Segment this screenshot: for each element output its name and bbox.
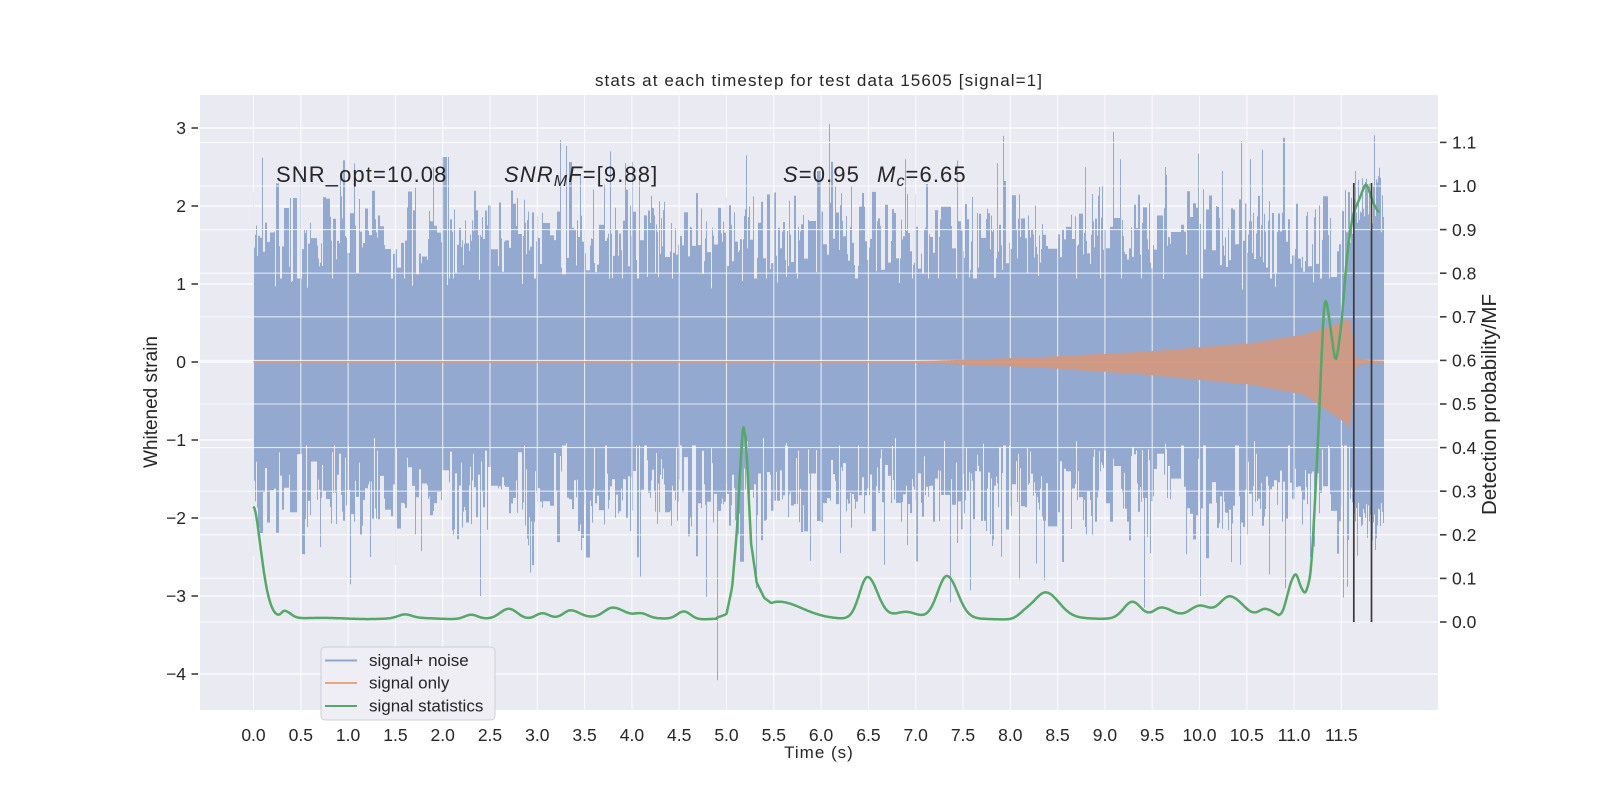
svg-text:8.5: 8.5 [1045,725,1069,745]
svg-text:1.0: 1.0 [336,725,361,745]
svg-text:0.5: 0.5 [289,725,313,745]
svg-text:Detection probability/MF: Detection probability/MF [1478,294,1501,515]
svg-text:2.5: 2.5 [478,725,502,745]
svg-text:0: 0 [176,352,186,372]
svg-text:0.7: 0.7 [1452,307,1476,327]
svg-text:0.2: 0.2 [1452,525,1476,545]
svg-text:2: 2 [176,196,186,216]
svg-text:Mc=6.65: Mc=6.65 [877,162,967,190]
svg-text:6.5: 6.5 [856,725,880,745]
svg-text:7.5: 7.5 [951,725,975,745]
svg-text:signal+ noise: signal+ noise [369,651,469,670]
svg-text:S=0.95: S=0.95 [783,162,860,187]
svg-text:0.0: 0.0 [1452,612,1477,632]
svg-text:Whitened strain: Whitened strain [141,336,162,468]
svg-text:11.0: 11.0 [1278,725,1311,745]
svg-text:Time (s): Time (s) [784,743,854,762]
svg-text:0.5: 0.5 [1452,394,1476,414]
svg-text:5.0: 5.0 [714,725,739,745]
svg-text:3.5: 3.5 [572,725,596,745]
svg-text:3: 3 [176,118,186,138]
svg-text:SNR_opt=10.08: SNR_opt=10.08 [276,162,447,187]
svg-text:8.0: 8.0 [998,725,1023,745]
svg-text:0.1: 0.1 [1452,569,1476,589]
svg-text:signal only: signal only [369,674,450,693]
svg-text:signal statistics: signal statistics [369,697,483,716]
svg-text:−3: −3 [166,586,186,606]
svg-text:SNRMF=[9.88]: SNRMF=[9.88] [504,162,658,190]
svg-text:1.0: 1.0 [1452,176,1477,196]
svg-text:stats at each timestep for tes: stats at each timestep for test data 156… [595,71,1043,90]
svg-text:0.6: 0.6 [1452,351,1476,371]
svg-text:4.5: 4.5 [667,725,691,745]
svg-text:−4: −4 [166,664,186,684]
svg-text:−1: −1 [166,430,186,450]
svg-text:3.0: 3.0 [525,725,550,745]
svg-text:0.0: 0.0 [241,725,266,745]
svg-text:2.0: 2.0 [431,725,456,745]
svg-text:0.9: 0.9 [1452,220,1476,240]
svg-text:4.0: 4.0 [620,725,645,745]
svg-text:0.4: 0.4 [1452,438,1477,458]
svg-text:1.5: 1.5 [383,725,407,745]
svg-text:−2: −2 [166,508,186,528]
svg-text:11.5: 11.5 [1325,725,1358,745]
svg-text:10.0: 10.0 [1182,725,1216,745]
svg-text:5.5: 5.5 [762,725,786,745]
svg-text:1: 1 [176,274,186,294]
svg-text:7.0: 7.0 [904,725,929,745]
svg-text:9.5: 9.5 [1140,725,1164,745]
svg-text:9.0: 9.0 [1093,725,1118,745]
svg-text:10.5: 10.5 [1230,725,1264,745]
svg-text:1.1: 1.1 [1452,133,1476,153]
svg-text:6.0: 6.0 [809,725,834,745]
svg-text:0.8: 0.8 [1452,263,1476,283]
svg-text:0.3: 0.3 [1452,481,1476,501]
